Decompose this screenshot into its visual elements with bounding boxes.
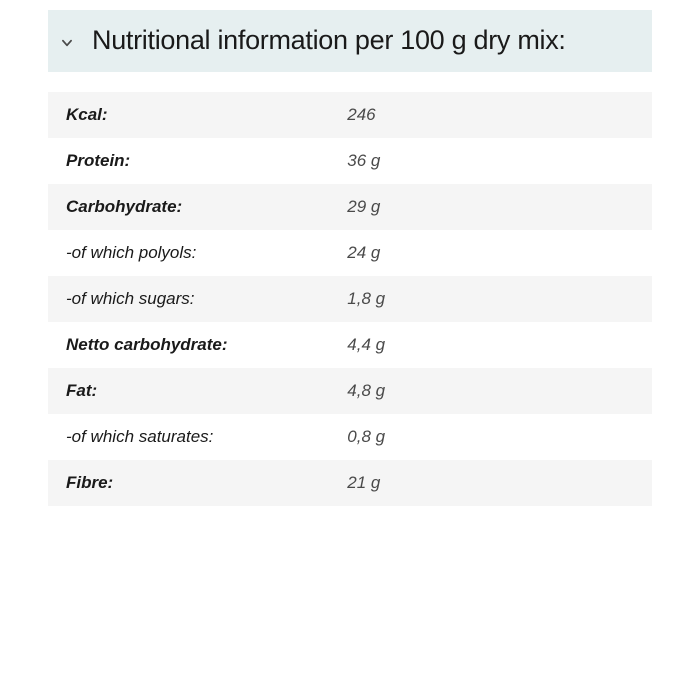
table-row: Protein:36 g [48,138,652,184]
accordion-header[interactable]: Nutritional information per 100 g dry mi… [48,10,652,72]
table-row: -of which sugars:1,8 g [48,276,652,322]
table-row: Carbohydrate:29 g [48,184,652,230]
row-value: 29 g [347,197,652,217]
row-label: Fibre: [66,473,347,493]
row-label: -of which polyols: [66,243,347,263]
row-value: 4,8 g [347,381,652,401]
row-value: 0,8 g [347,427,652,447]
table-row: Netto carbohydrate:4,4 g [48,322,652,368]
row-value: 4,4 g [347,335,652,355]
table-row: -of which saturates:0,8 g [48,414,652,460]
row-label: -of which saturates: [66,427,347,447]
row-label: Netto carbohydrate: [66,335,347,355]
row-label: Carbohydrate: [66,197,347,217]
row-value: 24 g [347,243,652,263]
row-label: Fat: [66,381,347,401]
nutrition-panel: Nutritional information per 100 g dry mi… [0,0,700,516]
row-label: Protein: [66,151,347,171]
table-row: Fibre:21 g [48,460,652,506]
chevron-down-icon [60,36,74,50]
nutrition-table: Kcal:246Protein:36 gCarbohydrate:29 g-of… [48,92,652,506]
row-label: Kcal: [66,105,347,125]
table-row: Fat:4,8 g [48,368,652,414]
row-value: 1,8 g [347,289,652,309]
section-title: Nutritional information per 100 g dry mi… [92,24,566,58]
table-row: -of which polyols:24 g [48,230,652,276]
row-label: -of which sugars: [66,289,347,309]
row-value: 246 [347,105,652,125]
row-value: 21 g [347,473,652,493]
table-row: Kcal:246 [48,92,652,138]
row-value: 36 g [347,151,652,171]
